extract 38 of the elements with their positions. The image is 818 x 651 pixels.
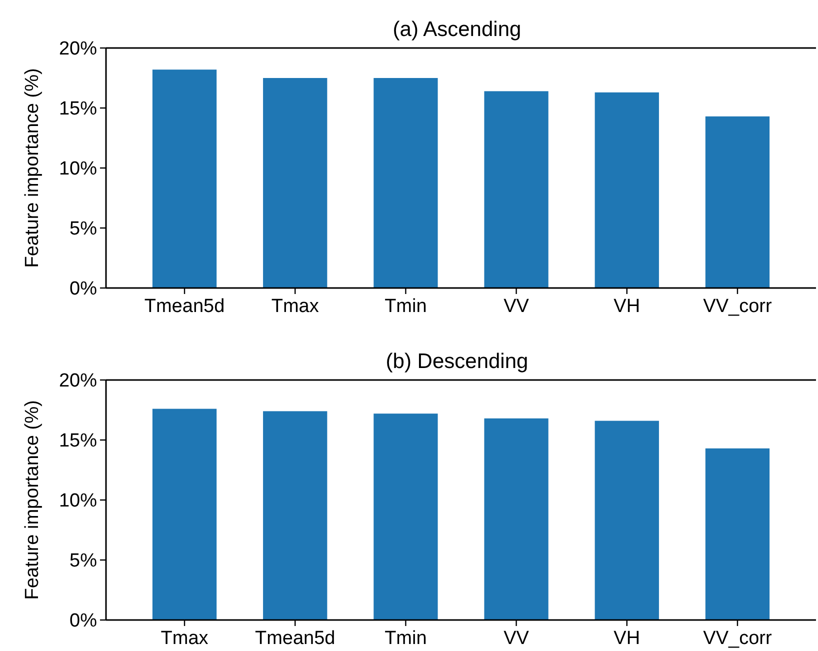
x-tick-label: Tmin (384, 296, 427, 317)
bar (484, 91, 548, 288)
y-tick-label: 15% (58, 98, 98, 120)
y-tick-label: 0% (70, 278, 98, 300)
bar (705, 448, 770, 620)
x-tick-label: VV (504, 296, 530, 317)
y-tick-label: 20% (58, 370, 98, 392)
x-tick-label: VH (614, 628, 640, 649)
y-tick-label: 10% (58, 490, 98, 512)
bar (152, 70, 217, 288)
bar (374, 78, 438, 288)
bar (484, 418, 548, 620)
x-tick-label: Tmax (271, 296, 320, 317)
x-tick-label: VV_corr (703, 628, 772, 649)
x-tick-label: Tmin (384, 628, 427, 649)
x-tick-label: Tmax (160, 628, 209, 649)
chart-title: (b) Descending (386, 350, 528, 373)
y-tick-label: 0% (70, 610, 98, 632)
y-tick-label: 5% (70, 218, 98, 240)
bar (374, 414, 438, 620)
bar (263, 78, 328, 288)
y-tick-label: 5% (70, 550, 98, 572)
bar (263, 411, 328, 620)
x-tick-label: VV (504, 628, 530, 649)
x-tick-label: Tmean5d (254, 628, 336, 649)
y-tick-label: 20% (58, 38, 98, 60)
bar (594, 420, 659, 620)
y-tick-label: 10% (58, 158, 98, 180)
x-tick-label: VH (614, 296, 640, 317)
bar (705, 116, 770, 288)
x-tick-label: VV_corr (703, 296, 772, 317)
y-axis-title: Feature importance (%) (22, 400, 43, 600)
y-axis-title: Feature importance (%) (22, 68, 43, 268)
bar (594, 92, 659, 288)
chart-title: (a) Ascending (392, 18, 522, 41)
y-tick-label: 15% (58, 430, 98, 452)
x-tick-label: Tmean5d (144, 296, 225, 317)
bar (152, 408, 217, 620)
